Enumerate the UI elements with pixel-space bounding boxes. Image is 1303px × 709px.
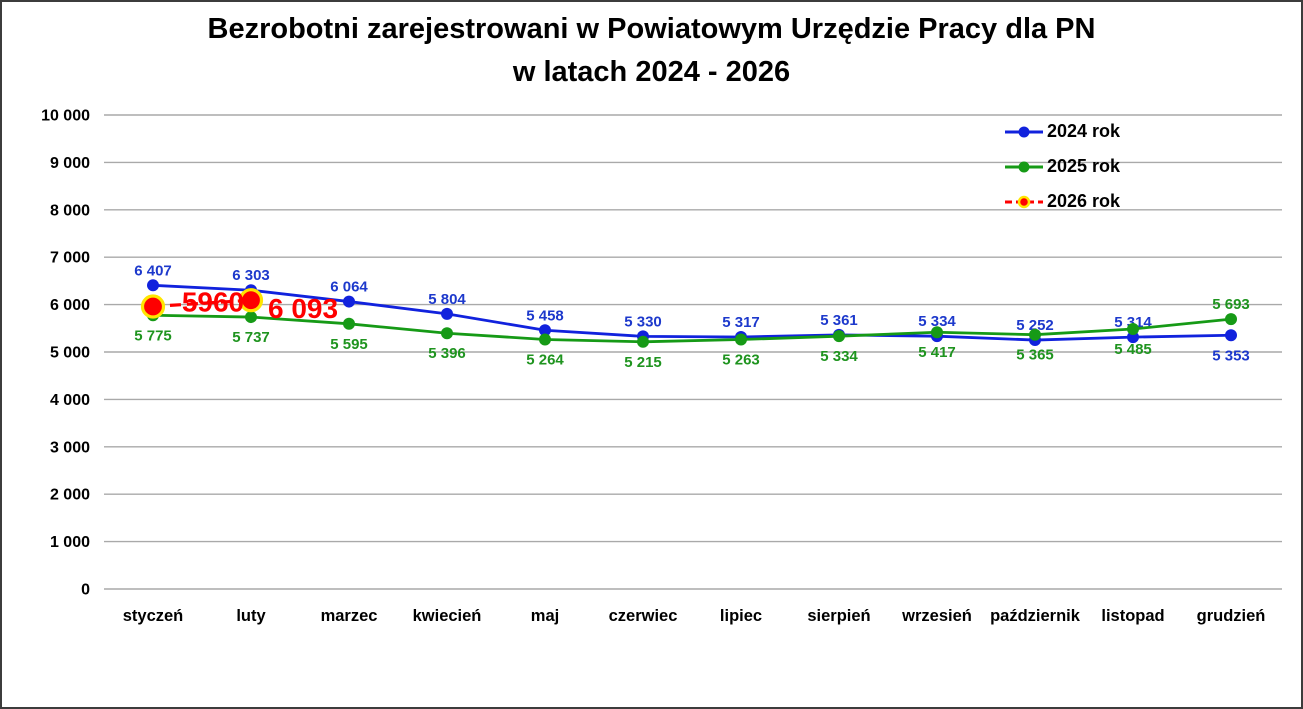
data-label-2025-rok-maj: 5 264 <box>526 351 564 368</box>
data-point-2025-rok-wrzesien <box>931 326 943 339</box>
x-axis-label-pazdziernik: październik <box>990 607 1081 625</box>
data-label-2025-rok-sierpien: 5 334 <box>820 348 858 365</box>
y-axis-tick-label: 9 000 <box>50 155 90 172</box>
legend-marker-icon <box>1005 195 1043 208</box>
data-label-2025-rok-styczen: 5 775 <box>134 327 172 344</box>
x-axis-label-maj: maj <box>531 607 559 625</box>
data-point-2025-rok-czerwiec <box>637 335 649 348</box>
x-axis-label-listopad: listopad <box>1101 607 1164 625</box>
x-axis-label-grudzien: grudzień <box>1197 607 1266 625</box>
x-axis-label-sierpien: sierpień <box>807 607 870 625</box>
data-label-2025-rok-marzec: 5 595 <box>330 336 368 353</box>
data-label-2025-rok-luty: 5 737 <box>232 329 270 346</box>
y-axis-tick-label: 0 <box>81 582 90 599</box>
y-axis-tick-label: 5 000 <box>50 345 90 362</box>
data-point-2025-rok-listopad <box>1127 323 1139 336</box>
data-label-2024-rok-luty: 6 303 <box>232 267 270 284</box>
y-axis-tick-label: 4 000 <box>50 392 90 409</box>
x-axis-label-marzec: marzec <box>321 607 378 625</box>
x-axis-label-styczen: styczeń <box>123 607 184 625</box>
data-label-2026-rok-styczen: 5960 <box>182 286 244 317</box>
y-axis-tick-label: 8 000 <box>50 202 90 219</box>
data-point-2024-rok-grudzien <box>1225 329 1237 342</box>
y-axis-tick-label: 1 000 <box>50 534 90 551</box>
data-label-2024-rok-maj: 5 458 <box>526 307 564 324</box>
data-label-2025-rok-grudzien: 5 693 <box>1212 296 1250 313</box>
x-axis-label-kwiecien: kwiecień <box>413 607 482 625</box>
data-label-2024-rok-czerwiec: 5 330 <box>624 313 662 330</box>
x-axis-label-czerwiec: czerwiec <box>609 607 678 625</box>
data-label-2024-rok-marzec: 6 064 <box>330 279 368 296</box>
data-label-2025-rok-listopad: 5 485 <box>1114 341 1152 358</box>
legend-label: 2025 rok <box>1047 156 1121 176</box>
series-line-2025-rok <box>152 313 1232 344</box>
data-point-2025-rok-lipiec <box>735 333 747 346</box>
data-label-2025-rok-czerwiec: 5 215 <box>624 354 662 371</box>
x-axis-label-luty: luty <box>236 607 266 625</box>
data-label-2024-rok-pazdziernik: 5 252 <box>1016 317 1054 334</box>
data-label-2024-rok-wrzesien: 5 334 <box>918 313 956 330</box>
legend-marker-icon <box>1005 161 1043 172</box>
legend-marker-icon <box>1005 126 1043 137</box>
data-label-2024-rok-sierpien: 5 361 <box>820 312 858 329</box>
legend-item-2024-rok: 2024 rok <box>1004 114 1120 149</box>
data-point-2024-rok-marzec <box>343 295 355 308</box>
data-point-2025-rok-kwiecien <box>441 327 453 340</box>
x-axis-label-lipiec: lipiec <box>720 607 762 625</box>
y-axis-tick-label: 6 000 <box>50 297 90 314</box>
y-axis-tick-label: 2 000 <box>50 487 90 504</box>
chart-title-line1: Bezrobotni zarejestrowani w Powiatowym U… <box>207 13 1096 45</box>
y-axis-tick-label: 3 000 <box>50 439 90 456</box>
legend-item-2025-rok: 2025 rok <box>1004 149 1120 184</box>
data-label-2025-rok-pazdziernik: 5 365 <box>1016 347 1054 364</box>
series-line-2024-rok <box>152 283 1232 342</box>
data-label-2024-rok-grudzien: 5 353 <box>1212 347 1250 364</box>
legend-label: 2024 rok <box>1047 121 1121 141</box>
data-point-2025-rok-marzec <box>343 317 355 330</box>
legend: 2024 rok 2025 rok 2026 rok <box>1004 114 1120 219</box>
data-label-2024-rok-styczen: 6 407 <box>134 262 172 279</box>
data-label-2025-rok-kwiecien: 5 396 <box>428 345 466 362</box>
data-point-2025-rok-luty <box>245 311 257 324</box>
data-label-2025-rok-wrzesien: 5 417 <box>918 344 956 361</box>
data-label-2024-rok-kwiecien: 5 804 <box>428 291 466 308</box>
data-point-2024-rok-maj <box>539 324 551 337</box>
y-axis-tick-label: 7 000 <box>50 250 90 267</box>
data-label-2024-rok-lipiec: 5 317 <box>722 314 760 331</box>
data-point-2026-rok-styczen <box>140 294 166 319</box>
data-label-2026-rok-luty: 6 093 <box>268 293 338 324</box>
data-point-2025-rok-maj <box>539 333 551 346</box>
data-point-2025-rok-sierpien <box>833 330 845 343</box>
data-label-2025-rok-lipiec: 5 263 <box>722 352 760 369</box>
legend-label: 2026 rok <box>1047 191 1121 211</box>
chart-title: Bezrobotni zarejestrowani w Powiatowym U… <box>2 8 1301 94</box>
data-point-2025-rok-grudzien <box>1225 313 1237 326</box>
data-point-2024-rok-kwiecien <box>441 307 453 320</box>
y-axis-tick-label: 10 000 <box>41 108 90 125</box>
x-axis-label-wrzesien: wrzesień <box>901 607 972 625</box>
data-point-2025-rok-pazdziernik <box>1029 328 1041 341</box>
legend-item-2026-rok: 2026 rok <box>1004 184 1120 219</box>
chart-title-line2: w latach 2024 - 2026 <box>512 56 791 88</box>
data-point-2024-rok-styczen <box>147 279 159 292</box>
data-point-2026-rok-luty <box>238 288 264 313</box>
